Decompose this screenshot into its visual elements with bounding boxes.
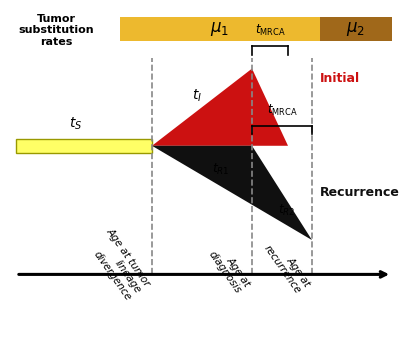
Text: $t_{R1}$: $t_{R1}$ xyxy=(212,162,230,177)
Text: Recurrence: Recurrence xyxy=(320,186,400,199)
Text: Tumor
substitution
rates: Tumor substitution rates xyxy=(18,14,94,47)
Text: $\mu_1$: $\mu_1$ xyxy=(210,20,230,38)
Polygon shape xyxy=(152,146,312,240)
Bar xyxy=(120,17,320,41)
Text: $t_{\mathrm{MRCA}}$: $t_{\mathrm{MRCA}}$ xyxy=(267,103,297,118)
Polygon shape xyxy=(152,69,288,146)
Text: Age at
recurrence: Age at recurrence xyxy=(262,237,312,295)
Text: $t_{\mathrm{MRCA}}$: $t_{\mathrm{MRCA}}$ xyxy=(255,23,285,38)
Text: $t_{R2}$: $t_{R2}$ xyxy=(278,203,296,218)
Text: Age at
diagnosis: Age at diagnosis xyxy=(206,243,252,295)
Text: $t_I$: $t_I$ xyxy=(192,88,202,104)
Text: Age at tumor
lineage
divergence: Age at tumor lineage divergence xyxy=(86,227,152,302)
Text: $t_S$: $t_S$ xyxy=(69,116,83,132)
Bar xyxy=(320,17,392,41)
Text: $\mu_2$: $\mu_2$ xyxy=(346,20,366,38)
Bar xyxy=(16,139,152,153)
Text: Initial: Initial xyxy=(320,72,360,85)
